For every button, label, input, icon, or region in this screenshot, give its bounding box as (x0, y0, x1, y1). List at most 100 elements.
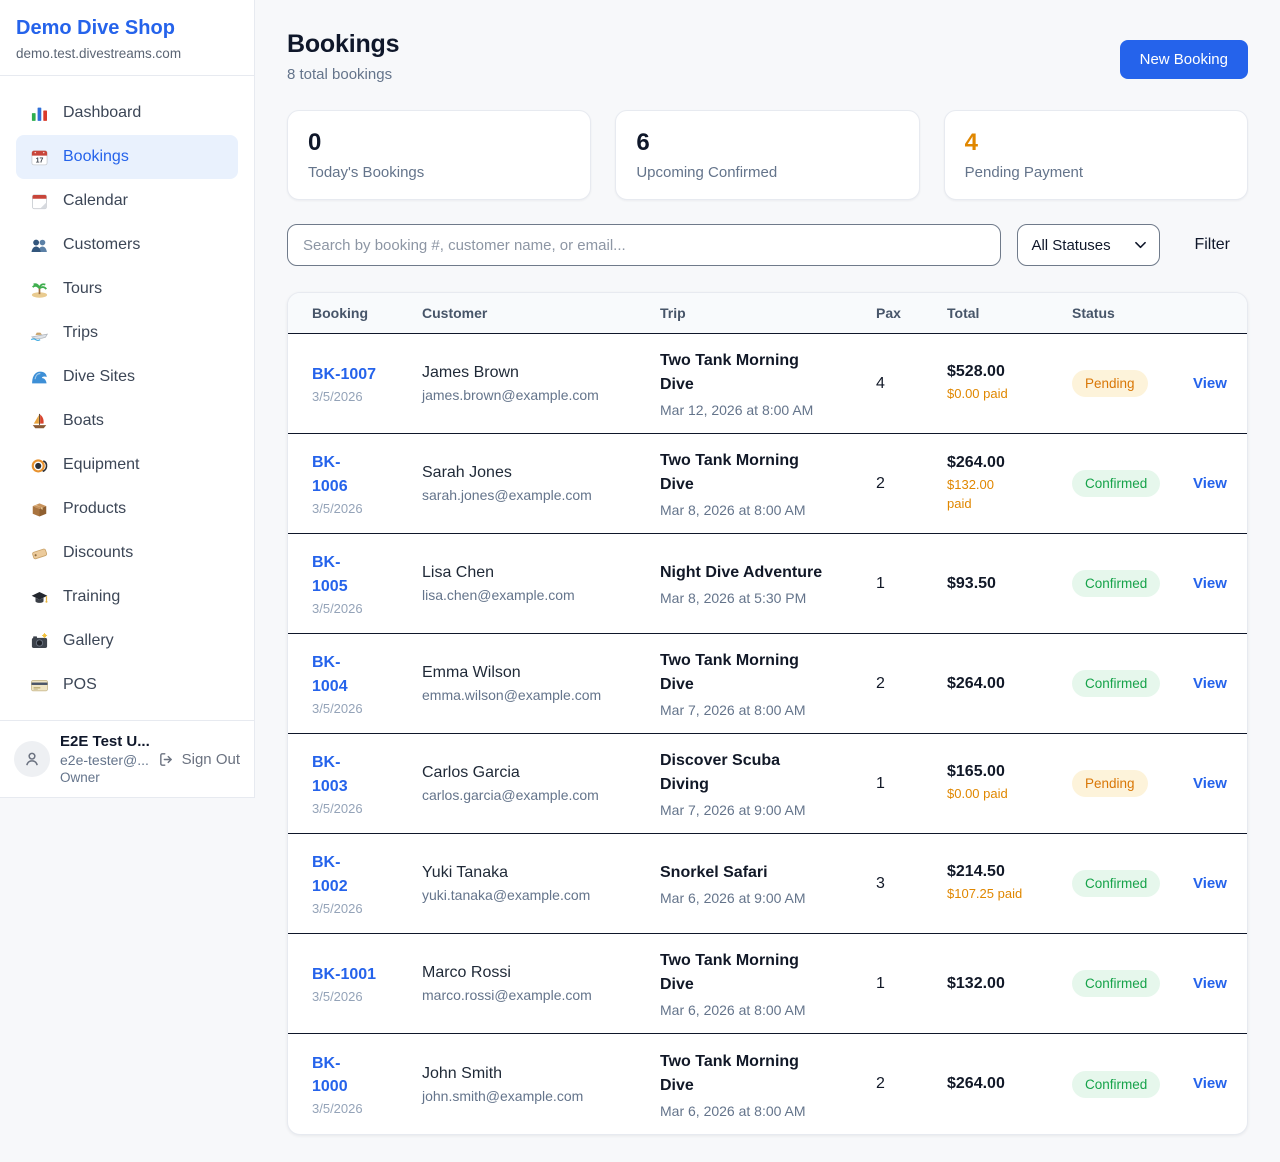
trip-datetime: Mar 8, 2026 at 5:30 PM (660, 590, 807, 606)
booking-id-link[interactable]: BK- 1005 (312, 554, 348, 595)
credit-card-icon (30, 676, 49, 695)
bookings-table: Booking Customer Trip Pax Total Status B… (287, 292, 1248, 1135)
customer-cell: Carlos Garcia carlos.garcia@example.com (422, 764, 660, 803)
table-row: BK-1001 3/5/2026 Marco Rossi marco.rossi… (288, 934, 1247, 1034)
view-link[interactable]: View (1193, 974, 1227, 992)
booking-id-link[interactable]: BK- 1000 (312, 1054, 348, 1095)
sidebar-item-equipment[interactable]: Equipment (16, 443, 238, 487)
sidebar-item-dashboard[interactable]: Dashboard (16, 91, 238, 135)
total-amount: $214.50 (947, 863, 1005, 881)
customer-name: Sarah Jones (422, 464, 512, 481)
sidebar-item-dive-sites[interactable]: Dive Sites (16, 355, 238, 399)
trip-name: Two Tank Morning Dive (660, 452, 799, 493)
booking-id-link[interactable]: BK- 1004 (312, 654, 348, 695)
customer-cell: Emma Wilson emma.wilson@example.com (422, 664, 660, 703)
status-badge: Pending (1072, 370, 1148, 397)
sidebar-item-label: Equipment (63, 456, 140, 473)
booking-cell: BK- 1004 3/5/2026 (312, 651, 422, 715)
view-link[interactable]: View (1193, 874, 1227, 892)
customer-name: Marco Rossi (422, 964, 511, 981)
sidebar-item-training[interactable]: Training (16, 575, 238, 619)
trip-datetime: Mar 6, 2026 at 8:00 AM (660, 1002, 806, 1018)
main-content: Bookings 8 total bookings New Booking 0 … (255, 0, 1280, 1151)
table-row: BK- 1002 3/5/2026 Yuki Tanaka yuki.tanak… (288, 834, 1247, 934)
total-amount: $528.00 (947, 363, 1005, 381)
booking-date: 3/5/2026 (312, 600, 363, 616)
status-badge: Confirmed (1072, 670, 1161, 697)
total-cell: $264.00 (947, 1075, 1072, 1093)
stat-card-upcoming-confirmed: 6 Upcoming Confirmed (615, 110, 920, 200)
customer-name: James Brown (422, 364, 519, 381)
sidebar-item-label: Tours (63, 280, 103, 297)
page-title: Bookings (287, 30, 400, 58)
customer-name: Lisa Chen (422, 564, 495, 581)
sidebar-item-trips[interactable]: Trips (16, 311, 238, 355)
column-trip: Trip (660, 305, 686, 321)
sidebar-item-products[interactable]: Products (16, 487, 238, 531)
status-cell: Confirmed (1072, 570, 1193, 597)
sidebar-item-tours[interactable]: Tours (16, 267, 238, 311)
customer-email: john.smith@example.com (422, 1087, 584, 1104)
sign-out-label: Sign Out (181, 750, 240, 768)
view-link[interactable]: View (1193, 374, 1227, 392)
trip-cell: Snorkel Safari Mar 6, 2026 at 9:00 AM (660, 861, 876, 906)
sign-out-button[interactable]: Sign Out (158, 751, 240, 768)
sidebar-item-bookings[interactable]: 17 Bookings (16, 135, 238, 179)
filter-button[interactable]: Filter (1176, 236, 1248, 254)
status-badge: Confirmed (1072, 470, 1161, 497)
view-link[interactable]: View (1193, 674, 1227, 692)
trip-cell: Two Tank Morning Dive Mar 12, 2026 at 8:… (660, 349, 876, 418)
booking-id-link[interactable]: BK- 1003 (312, 754, 348, 795)
chevron-down-icon (1135, 241, 1147, 249)
trip-datetime: Mar 7, 2026 at 9:00 AM (660, 802, 806, 818)
sidebar-item-gallery[interactable]: Gallery (16, 619, 238, 663)
sidebar-item-label: Trips (63, 324, 98, 341)
sidebar-item-discounts[interactable]: Discounts (16, 531, 238, 575)
sailboat-icon (30, 412, 49, 431)
table-body: BK-1007 3/5/2026 James Brown james.brown… (288, 334, 1247, 1134)
search-input[interactable] (287, 224, 1002, 266)
sidebar-item-label: Gallery (63, 632, 114, 649)
total-cell: $264.00 (947, 675, 1072, 693)
booking-id-link[interactable]: BK-1007 (312, 365, 377, 383)
new-booking-button[interactable]: New Booking (1119, 40, 1248, 79)
pax-cell: 2 (876, 1075, 885, 1092)
stat-card-pending-payment: 4 Pending Payment (943, 110, 1248, 200)
stat-label: Upcoming Confirmed (636, 164, 778, 181)
booking-cell: BK- 1006 3/5/2026 (312, 451, 422, 515)
status-filter-select[interactable]: All Statuses (1017, 224, 1161, 266)
trip-datetime: Mar 12, 2026 at 8:00 AM (660, 402, 814, 418)
status-cell: Confirmed (1072, 470, 1193, 497)
customer-cell: John Smith john.smith@example.com (422, 1065, 660, 1104)
actions-cell: View (1193, 575, 1227, 593)
view-link[interactable]: View (1193, 1075, 1227, 1092)
view-link[interactable]: View (1193, 774, 1227, 792)
sidebar-item-label: Calendar (63, 192, 128, 209)
view-link[interactable]: View (1193, 574, 1227, 592)
booking-cell: BK-1001 3/5/2026 (312, 963, 422, 1004)
sidebar-item-customers[interactable]: Customers (16, 223, 238, 267)
booking-id-link[interactable]: BK- 1002 (312, 854, 348, 895)
status-cell: Pending (1072, 770, 1193, 797)
trip-name: Two Tank Morning Dive (660, 952, 799, 993)
status-badge: Confirmed (1072, 1070, 1161, 1098)
user-email: e2e-tester@... (60, 752, 149, 768)
user-info: E2E Test U... e2e-tester@... Owner (60, 733, 150, 785)
total-cell: $93.50 (947, 575, 1072, 593)
trip-cell: Two Tank Morning Dive Mar 6, 2026 at 8:0… (660, 1050, 876, 1119)
customer-cell: Sarah Jones sarah.jones@example.com (422, 464, 660, 503)
booking-id-link[interactable]: BK-1001 (312, 965, 377, 983)
actions-cell: View (1193, 475, 1227, 493)
customer-cell: Lisa Chen lisa.chen@example.com (422, 564, 660, 603)
view-link[interactable]: View (1193, 474, 1227, 492)
table-row: BK- 1004 3/5/2026 Emma Wilson emma.wilso… (288, 634, 1247, 734)
booking-id-link[interactable]: BK- 1006 (312, 454, 348, 495)
total-amount: $264.00 (947, 1075, 1005, 1092)
customer-cell: Yuki Tanaka yuki.tanaka@example.com (422, 864, 660, 903)
camera-flash-icon (30, 632, 49, 651)
paid-amount: $132.00 paid (947, 476, 994, 511)
sidebar-item-calendar[interactable]: Calendar (16, 179, 238, 223)
table-header: Booking Customer Trip Pax Total Status (288, 293, 1247, 334)
sidebar-item-pos[interactable]: POS (16, 663, 238, 707)
sidebar-item-boats[interactable]: Boats (16, 399, 238, 443)
